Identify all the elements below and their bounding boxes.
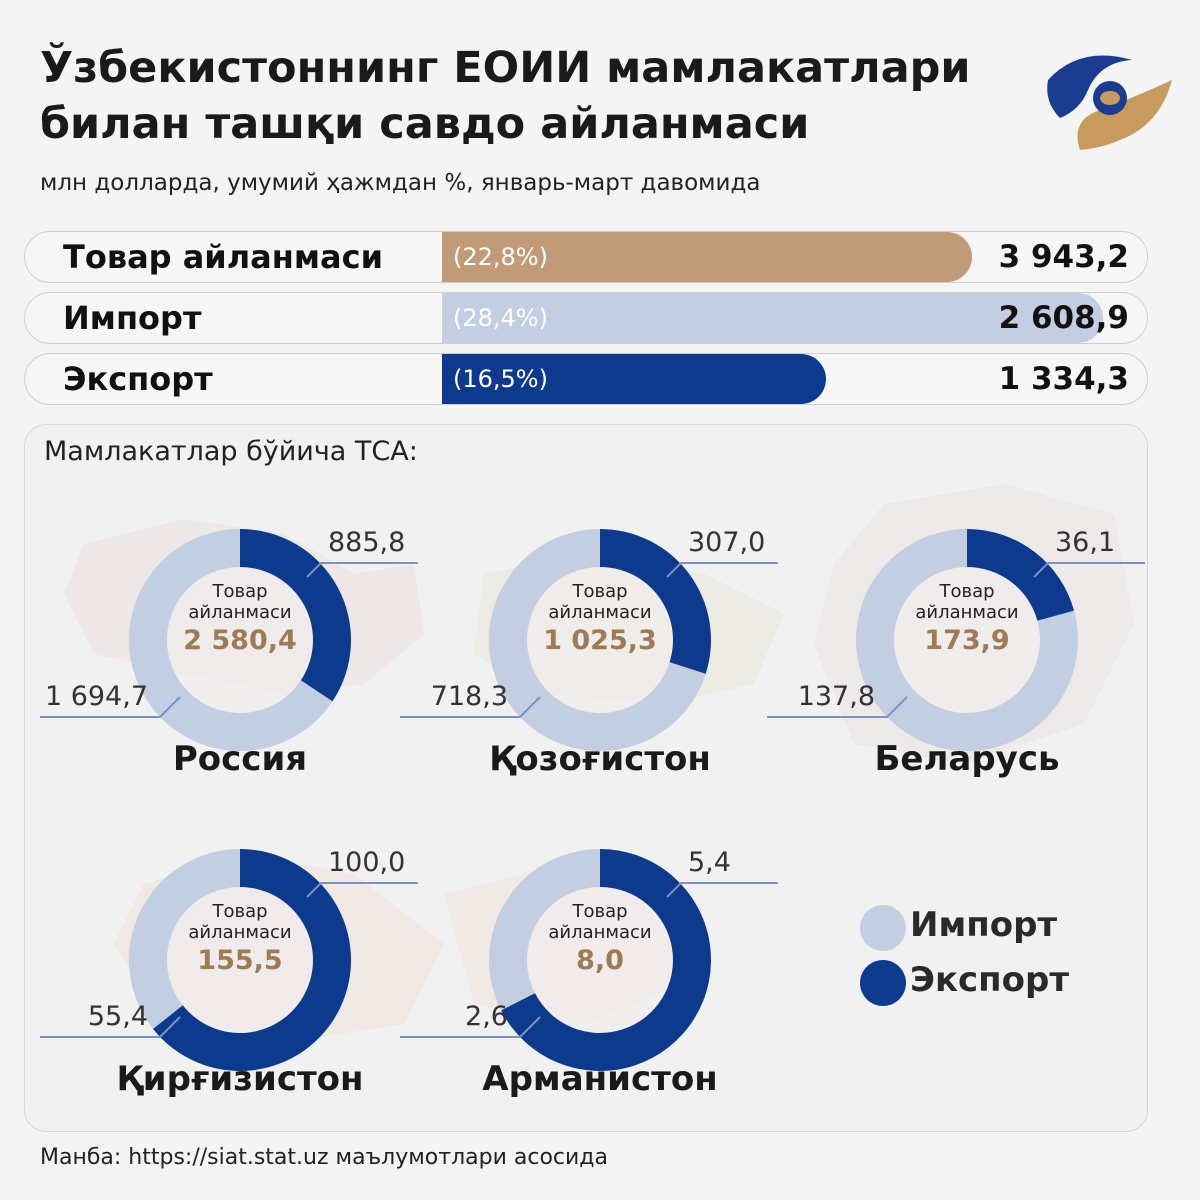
donut-slice-import (489, 849, 600, 1011)
export-value-label: 36,1 (1055, 527, 1116, 558)
donut-center-label: Товар айланмаси (188, 901, 292, 943)
export-value-label: 307,0 (688, 527, 766, 558)
donut-chart (489, 529, 711, 751)
donut-slice-import (129, 529, 333, 751)
donut-center-label: Товар айланмаси (548, 581, 652, 623)
donut-hole (167, 567, 313, 713)
title-line-2: билан ташқи савдо айланмаси (40, 99, 810, 149)
donut-hole (894, 567, 1040, 713)
export-value-label: 5,4 (688, 847, 731, 878)
country-name: Россия (172, 739, 308, 779)
donut-total-value: 155,5 (197, 945, 283, 976)
summary-bar-value: 1 334,3 (998, 361, 1129, 397)
donut-total-value: 1 025,3 (543, 625, 657, 656)
export-value-label: 885,8 (328, 527, 406, 558)
summary-bar-percent: (28,4%) (453, 304, 548, 332)
donut-total-value: 2 580,4 (183, 625, 297, 656)
import-value-label: 55,4 (87, 1001, 148, 1032)
subtitle: млн долларда, умумий ҳажмдан %, январь-м… (40, 170, 761, 196)
country-name: Арманистон (482, 1059, 718, 1099)
panel-title: Мамлакатлар бўйича ТСА: (44, 436, 418, 467)
donut-center-label: Товар айланмаси (188, 581, 292, 623)
donut-slice-import (129, 849, 240, 1029)
summary-bar-percent: (16,5%) (453, 365, 548, 393)
donut-total-value: 8,0 (576, 945, 624, 976)
donut-slice-import (489, 529, 706, 751)
summary-bar-fill (442, 354, 826, 404)
summary-bar-row: Экспорт (16,5%) 1 334,3 (24, 353, 1148, 405)
country-name: Беларусь (874, 739, 1060, 779)
donut-slice-export (152, 849, 351, 1071)
summary-bar-value: 3 943,2 (998, 239, 1129, 275)
summary-bar-fill (442, 293, 1103, 343)
donut-slice-export (501, 849, 711, 1071)
export-value-label: 100,0 (328, 847, 406, 878)
donut-hole (527, 567, 673, 713)
summary-bar-label: Импорт (63, 299, 202, 337)
summary-bar-percent: (22,8%) (453, 243, 548, 271)
legend-import-swatch (860, 905, 906, 951)
summary-bar-label: Товар айланмаси (63, 238, 383, 276)
summary-bar-row: Товар айланмаси (22,8%) 3 943,2 (24, 231, 1148, 283)
source-note: Манба: https://siat.stat.uz маълумотлари… (40, 1145, 609, 1170)
summary-bar-row: Импорт (28,4%) 2 608,9 (24, 292, 1148, 344)
donut-slice-export (600, 529, 711, 674)
import-value-label: 1 694,7 (44, 681, 148, 712)
import-value-label: 137,8 (797, 681, 875, 712)
title-line-1: Ўзбекистоннинг ЕОИИ мамлакатлари (40, 43, 971, 93)
import-value-label: 718,3 (430, 681, 508, 712)
legend-export-swatch (860, 960, 906, 1006)
donut-chart (489, 849, 711, 1071)
summary-bar-label: Экспорт (63, 360, 213, 398)
donut-hole (167, 887, 313, 1033)
legend-import-label: Импорт (910, 905, 1058, 945)
summary-bar-value: 2 608,9 (998, 300, 1129, 336)
page-title: Ўзбекистоннинг ЕОИИ мамлакатлари билан т… (40, 40, 1040, 152)
country-name: Қирғизистон (116, 1059, 364, 1099)
import-value-label: 2,6 (465, 1001, 508, 1032)
legend-export-label: Экспорт (910, 960, 1070, 1000)
summary-bar-fill (442, 232, 972, 282)
donut-chart (856, 529, 1078, 751)
eaeu-logo-icon (1047, 55, 1172, 150)
donut-slice-import (856, 529, 1078, 751)
donut-hole (527, 887, 673, 1033)
donut-center-label: Товар айланмаси (915, 581, 1019, 623)
donut-slice-export (967, 529, 1075, 621)
donut-total-value: 173,9 (924, 625, 1010, 656)
country-name: Қозоғистон (489, 739, 711, 779)
donut-center-label: Товар айланмаси (548, 901, 652, 943)
donut-chart (129, 849, 351, 1071)
